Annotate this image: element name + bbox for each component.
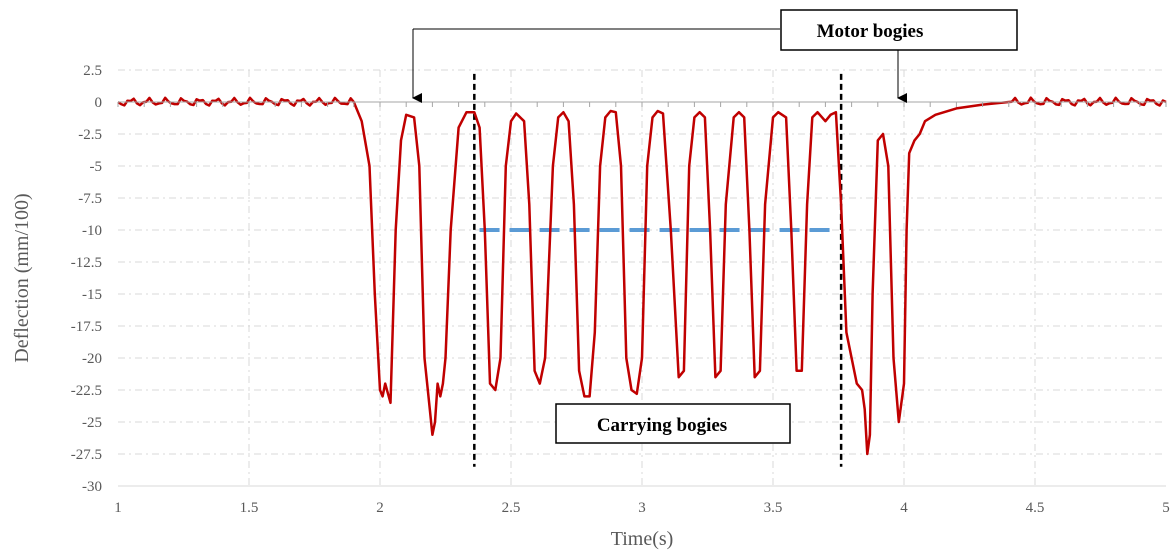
reference-lines xyxy=(473,73,843,467)
x-tick-label: 4 xyxy=(900,500,908,516)
x-tick-label: 2.5 xyxy=(502,500,521,516)
y-tick-label: -17.5 xyxy=(71,319,102,335)
y-tick-label: 2.5 xyxy=(83,63,102,79)
deflection-series-line xyxy=(117,96,1167,456)
motor-bogies-box xyxy=(780,9,1018,51)
y-tick-label: -12.5 xyxy=(71,255,102,271)
x-tick-label: 2 xyxy=(376,500,384,516)
x-tick-label: 1 xyxy=(114,500,122,516)
x-tick-label: 1.5 xyxy=(240,500,259,516)
axes: 2.5 0 -2.5 -5 -7.5 -10 -12.5 -15 -17.5 -20 -22.5 -2… xyxy=(11,63,1170,550)
y-tick-label: 0 xyxy=(95,95,103,111)
carrying-bogies-box xyxy=(555,403,791,444)
y-tick-label: -22.5 xyxy=(71,383,102,399)
series-layer xyxy=(117,96,1167,456)
y-axis-title: Deflection (mm/100) xyxy=(11,193,33,362)
motor-bogies-label: Motor bogies xyxy=(817,21,924,42)
y-tick-label: -30 xyxy=(82,479,102,495)
y-tick-label: -20 xyxy=(82,351,102,367)
x-tick-label: 4.5 xyxy=(1026,500,1045,516)
carrying-bogies-label: Carrying bogies xyxy=(597,415,727,436)
x-tick-label: 3.5 xyxy=(764,500,783,516)
annotations: Motor bogies Carrying bogies xyxy=(412,9,1018,444)
x-tick-label: 3 xyxy=(638,500,646,516)
y-tick-label: -2.5 xyxy=(78,127,102,143)
y-tick-label: -7.5 xyxy=(78,191,102,207)
y-tick-label: -27.5 xyxy=(71,447,102,463)
x-axis-title: Time(s) xyxy=(611,528,674,550)
y-tick-label: -25 xyxy=(82,415,102,431)
y-tick-label: -5 xyxy=(90,159,103,175)
y-tick-label: -10 xyxy=(82,223,102,239)
x-tick-label: 5 xyxy=(1162,500,1170,516)
y-tick-label: -15 xyxy=(82,287,102,303)
